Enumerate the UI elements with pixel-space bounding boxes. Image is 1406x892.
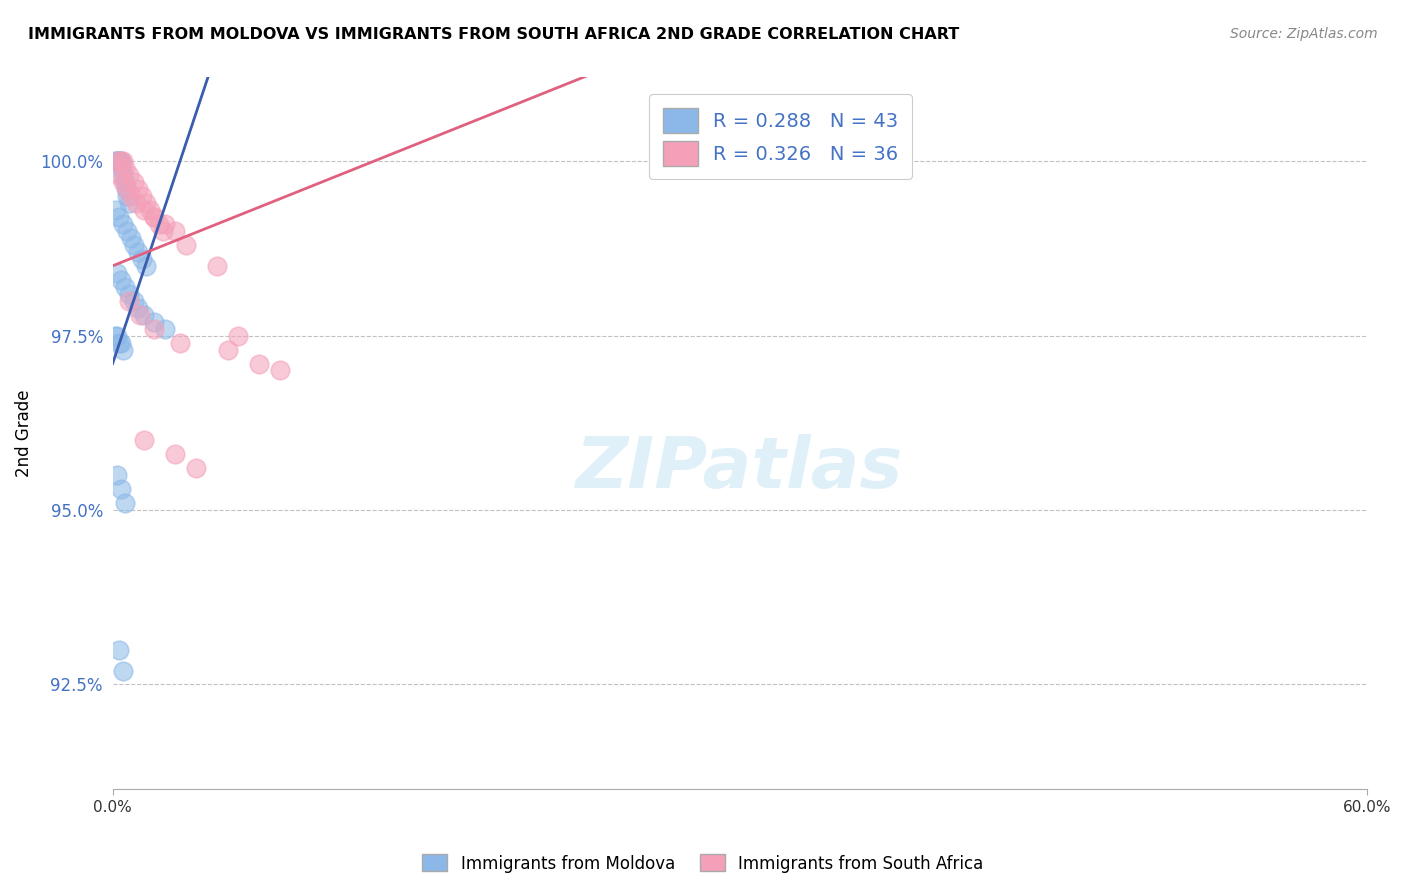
Point (269, 363, 291, 377)
Point (118, 196, 141, 211)
Point (131, 189, 153, 203)
Point (110, 154, 132, 169)
Point (108, 168, 131, 182)
Point (121, 231, 143, 245)
Point (174, 238, 197, 252)
Point (152, 224, 174, 238)
Point (117, 182, 139, 196)
Point (143, 315, 166, 329)
Point (108, 154, 131, 169)
Point (132, 202, 155, 217)
Point (114, 161, 136, 176)
Point (108, 154, 131, 169)
Point (118, 168, 141, 182)
Point (128, 308, 150, 322)
Point (107, 154, 129, 169)
Point (114, 496, 136, 510)
Point (108, 335, 131, 350)
Y-axis label: 2nd Grade: 2nd Grade (15, 390, 32, 477)
Point (124, 196, 146, 211)
Point (115, 182, 138, 196)
Point (110, 273, 132, 287)
Point (127, 182, 149, 196)
Point (165, 224, 187, 238)
Text: Source: ZipAtlas.com: Source: ZipAtlas.com (1230, 27, 1378, 41)
Point (105, 328, 128, 343)
Point (105, 468, 128, 483)
Point (247, 357, 270, 371)
Point (139, 202, 162, 217)
Point (110, 335, 132, 350)
Point (122, 175, 145, 189)
Point (110, 154, 132, 169)
Point (132, 434, 155, 448)
Point (135, 196, 157, 211)
Point (143, 321, 166, 335)
Point (105, 154, 128, 169)
Point (112, 168, 135, 182)
Point (153, 321, 176, 335)
Point (117, 189, 139, 203)
Point (105, 154, 128, 169)
Point (114, 175, 136, 189)
Point (122, 293, 145, 308)
Point (105, 266, 128, 280)
Point (165, 447, 187, 461)
Point (118, 293, 141, 308)
Legend: Immigrants from Moldova, Immigrants from South Africa: Immigrants from Moldova, Immigrants from… (416, 847, 990, 880)
Point (127, 301, 149, 315)
Point (117, 224, 139, 238)
Point (121, 189, 143, 203)
Legend: R = 0.288   N = 43, R = 0.326   N = 36: R = 0.288 N = 43, R = 0.326 N = 36 (650, 95, 912, 179)
Point (112, 343, 135, 357)
Point (122, 238, 145, 252)
Point (226, 328, 249, 343)
Point (217, 343, 239, 357)
Point (186, 461, 208, 475)
Point (169, 335, 191, 350)
Point (131, 252, 153, 266)
Point (108, 210, 131, 224)
Point (112, 664, 135, 678)
Point (112, 175, 135, 189)
Point (118, 286, 141, 301)
Point (111, 161, 134, 176)
Point (205, 259, 228, 273)
Point (148, 217, 170, 231)
Point (112, 154, 135, 169)
Point (153, 217, 176, 231)
Point (104, 202, 127, 217)
Point (135, 259, 157, 273)
Text: IMMIGRANTS FROM MOLDOVA VS IMMIGRANTS FROM SOUTH AFRICA 2ND GRADE CORRELATION CH: IMMIGRANTS FROM MOLDOVA VS IMMIGRANTS FR… (28, 27, 959, 42)
Text: ZIPatlas: ZIPatlas (576, 434, 904, 503)
Point (110, 482, 132, 496)
Point (112, 217, 135, 231)
Point (143, 210, 166, 224)
Point (114, 279, 136, 293)
Point (127, 244, 149, 259)
Point (132, 308, 155, 322)
Point (143, 210, 166, 224)
Point (104, 328, 127, 343)
Point (104, 154, 127, 169)
Point (108, 642, 131, 657)
